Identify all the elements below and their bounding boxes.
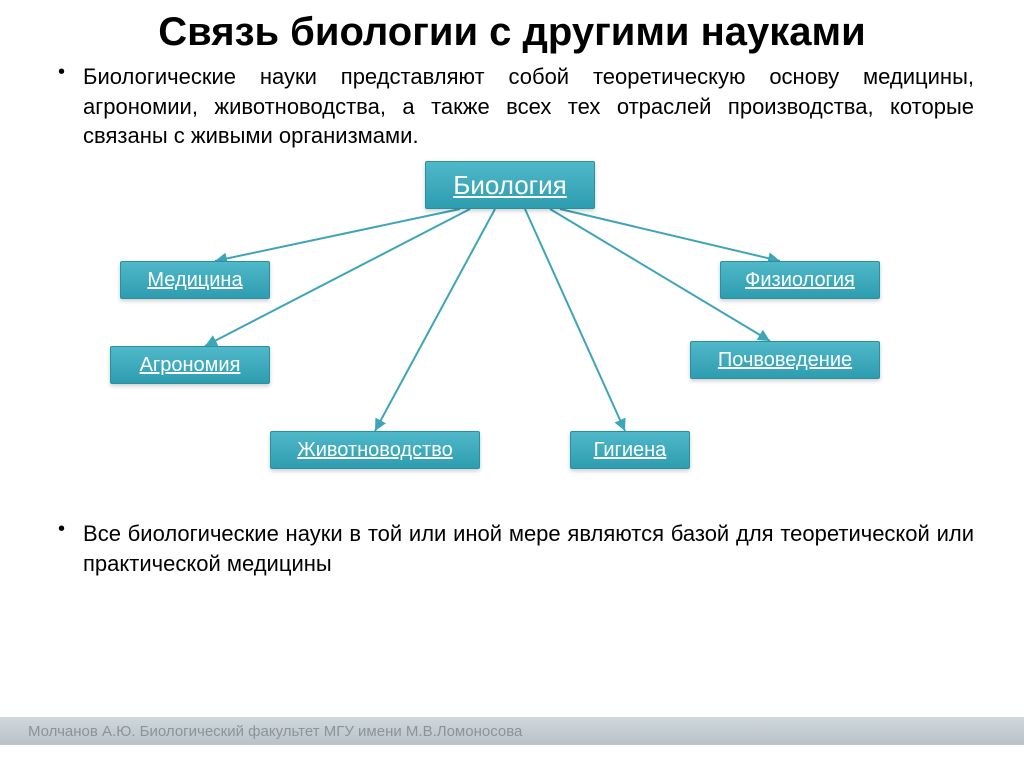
node-label: Медицина — [147, 269, 242, 292]
node-label: Животноводство — [297, 439, 453, 462]
diagram-arrows — [40, 161, 984, 501]
node-label: Физиология — [745, 269, 855, 292]
diagram-arrow — [560, 209, 780, 261]
intro-paragraph: • Биологические науки представляют собой… — [50, 62, 974, 151]
diagram-root-node: Биология — [425, 161, 595, 209]
biology-diagram: Биология Медицина Физиология Агрономия Почво… — [40, 161, 984, 501]
diagram-arrow — [215, 209, 460, 261]
node-label: Почвоведение — [718, 349, 852, 372]
footer-bar: Молчанов А.Ю. Биологический факультет МГ… — [0, 717, 1024, 745]
node-label: Биология — [453, 170, 566, 201]
node-label: Агрономия — [140, 354, 241, 377]
diagram-child-node: Почвоведение — [690, 341, 880, 379]
bullet-icon: • — [58, 62, 65, 82]
diagram-child-node: Животноводство — [270, 431, 480, 469]
intro-text: Биологические науки представляют собой т… — [83, 62, 974, 151]
diagram-child-node: Медицина — [120, 261, 270, 299]
diagram-arrow — [525, 209, 625, 431]
slide-title: Связь биологии с другими науками — [40, 10, 984, 54]
conclusion-paragraph: • Все биологические науки в той или иной… — [50, 519, 974, 578]
bullet-icon: • — [58, 519, 65, 539]
slide-container: Связь биологии с другими науками • Биоло… — [0, 0, 1024, 767]
diagram-arrow — [375, 209, 495, 431]
conclusion-text: Все биологические науки в той или иной м… — [83, 519, 974, 578]
footer-text: Молчанов А.Ю. Биологический факультет МГ… — [28, 723, 522, 740]
diagram-child-node: Физиология — [720, 261, 880, 299]
diagram-child-node: Гигиена — [570, 431, 690, 469]
diagram-child-node: Агрономия — [110, 346, 270, 384]
node-label: Гигиена — [594, 439, 667, 462]
